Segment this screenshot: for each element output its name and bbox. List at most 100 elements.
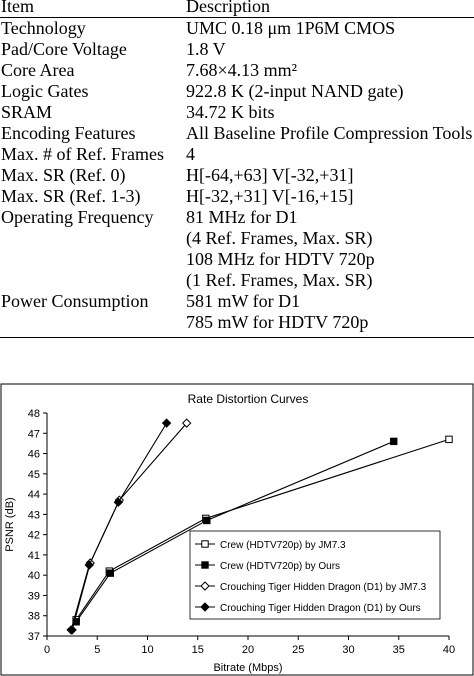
y-tick-label: 39 <box>28 590 40 602</box>
x-tick-label: 30 <box>342 644 354 656</box>
y-tick-label: 45 <box>28 469 40 481</box>
legend-label: Crouching Tiger Hidden Dragon (D1) by Ou… <box>220 603 421 614</box>
description-line: 922.8 K (2-input NAND gate) <box>186 81 404 101</box>
x-tick-label: 35 <box>393 644 405 656</box>
x-tick-label: 0 <box>44 644 50 656</box>
table-row: Max. SR (Ref. 0) H[-64,+63] V[-32,+31] <box>0 165 474 186</box>
table-row: Pad/Core Voltage 1.8 V <box>0 39 474 60</box>
spec-table: Item Description Technology UMC 0.18 μm 1… <box>0 0 474 338</box>
y-tick-label: 46 <box>28 449 40 461</box>
table-row: Core Area 7.68×4.13 mm² <box>0 60 474 81</box>
table-row: Logic Gates 922.8 K (2-input NAND gate) <box>0 81 474 102</box>
row-description: H[-32,+31] V[-16,+15] <box>186 186 474 207</box>
data-point <box>66 625 76 635</box>
legend-marker <box>200 602 210 612</box>
row-item: Power Consumption <box>1 291 149 311</box>
series-line <box>75 438 450 621</box>
chart-svg: Rate Distortion Curves 37 38 39 40 41 42 43 44 45… <box>0 383 474 676</box>
x-axis-label: Bitrate (Mbps) <box>213 662 282 674</box>
row-item: Max. SR (Ref. 1-3) <box>1 186 141 206</box>
y-tick-label: 44 <box>28 489 40 501</box>
x-tick-label: 25 <box>292 644 304 656</box>
data-point <box>390 437 398 446</box>
rate-distortion-chart: Rate Distortion Curves 37 38 39 40 41 42 43 44 45… <box>0 383 474 676</box>
legend-marker <box>200 581 210 591</box>
data-point <box>106 569 115 577</box>
table-bottom-rule <box>0 337 474 338</box>
x-tick-label: 20 <box>242 644 254 656</box>
row-item: Operating Frequency <box>1 207 154 227</box>
chart-frame <box>0 383 474 676</box>
row-description: 581 mW for D1 785 mW for HDTV 720p <box>186 291 474 333</box>
x-tick-label: 5 <box>94 644 100 656</box>
x-tick-label: 15 <box>192 644 204 656</box>
row-description: All Baseline Profile Compression Tools <box>186 123 474 144</box>
row-description: 1.8 V <box>186 39 474 60</box>
table-row: SRAM 34.72 K bits <box>0 102 474 123</box>
y-tick-label: 41 <box>28 550 40 562</box>
data-point <box>161 418 172 428</box>
row-item: Encoding Features <box>1 123 136 143</box>
description-line: 34.72 K bits <box>186 102 275 122</box>
table-row: Max. # of Ref. Frames 4 <box>0 144 474 165</box>
description-line: (4 Ref. Frames, Max. SR) <box>186 228 373 248</box>
header-item: Item <box>1 0 34 16</box>
data-point <box>203 516 211 525</box>
description-line: 785 mW for HDTV 720p <box>186 312 369 332</box>
table-body: Technology UMC 0.18 μm 1P6M CMOS Pad/Core … <box>0 18 474 333</box>
header-description: Description <box>186 0 270 16</box>
table-row: Encoding Features All Baseline Profile Co… <box>0 123 474 144</box>
y-tick-label: 37 <box>28 631 40 643</box>
row-description: UMC 0.18 μm 1P6M CMOS <box>186 18 474 39</box>
description-line: 81 MHz for D1 <box>186 207 298 227</box>
data-point <box>181 418 192 428</box>
legend-box <box>189 530 441 620</box>
row-description: 922.8 K (2-input NAND gate) <box>186 81 474 102</box>
y-tick-label: 38 <box>28 611 40 623</box>
row-description: 34.72 K bits <box>186 102 474 123</box>
table-header: Item Description <box>0 0 474 17</box>
table-row: Power Consumption 581 mW for D1 785 mW for… <box>0 291 474 333</box>
data-point <box>445 435 453 444</box>
table-row: Max. SR (Ref. 1-3) H[-32,+31] V[-16,+15] <box>0 186 474 207</box>
row-item: Pad/Core Voltage <box>1 39 127 59</box>
table-row: Operating Frequency 81 MHz for D1 (4 Ref. … <box>0 207 474 291</box>
row-item: Logic Gates <box>1 81 89 101</box>
description-line: 7.68×4.13 mm² <box>186 60 298 80</box>
legend-marker <box>201 540 209 548</box>
data-point <box>84 560 94 570</box>
y-tick-label: 47 <box>28 428 40 440</box>
x-tick-label: 40 <box>443 644 455 656</box>
y-tick-label: 43 <box>28 509 40 521</box>
y-tick-label: 40 <box>28 570 40 582</box>
description-line: 1.8 V <box>186 39 226 59</box>
description-line: H[-32,+31] V[-16,+15] <box>186 186 354 206</box>
y-tick-label: 48 <box>28 408 40 420</box>
description-line: 581 mW for D1 <box>186 291 301 311</box>
legend-label: Crouching Tiger Hidden Dragon (D1) by JM… <box>220 582 427 593</box>
series-line <box>75 440 394 623</box>
description-line: (1 Ref. Frames, Max. SR) <box>186 270 373 290</box>
table-row: Technology UMC 0.18 μm 1P6M CMOS <box>0 18 474 39</box>
description-line: 4 <box>186 144 195 164</box>
row-description: 81 MHz for D1 (4 Ref. Frames, Max. SR) 108… <box>186 207 474 291</box>
y-tick-label: 42 <box>28 530 40 542</box>
series-line <box>70 422 168 631</box>
x-tick-label: 10 <box>141 644 153 656</box>
series-line <box>71 422 188 631</box>
row-description: 7.68×4.13 mm² <box>186 60 474 81</box>
row-description: 4 <box>186 144 474 165</box>
chart-title: Rate Distortion Curves <box>188 392 309 406</box>
legend-label: Crew (HDTV720p) by Ours <box>220 561 340 572</box>
row-item: Max. # of Ref. Frames <box>1 144 164 164</box>
y-axis-label: PSNR (dB) <box>4 497 16 551</box>
row-item: Core Area <box>1 60 75 80</box>
row-description: H[-64,+63] V[-32,+31] <box>186 165 474 186</box>
legend-marker <box>201 561 209 569</box>
description-line: 108 MHz for HDTV 720p <box>186 249 375 269</box>
description-line: All Baseline Profile Compression Tools <box>186 123 473 143</box>
legend-label: Crew (HDTV720p) by JM7.3 <box>220 540 346 551</box>
row-item: Technology <box>1 18 86 38</box>
description-line: H[-64,+63] V[-32,+31] <box>186 165 354 185</box>
description-line: UMC 0.18 μm 1P6M CMOS <box>186 18 396 38</box>
